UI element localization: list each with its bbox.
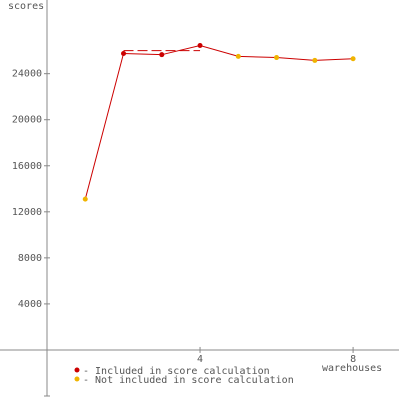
data-point <box>350 56 356 62</box>
legend-marker <box>74 367 80 373</box>
legend-marker <box>74 376 80 382</box>
y-tick-label: 16000 <box>12 161 42 172</box>
x-axis-label: warehouses <box>322 363 382 374</box>
y-tick-label: 8000 <box>18 253 42 264</box>
y-tick-label: 20000 <box>12 115 42 126</box>
score-line-path <box>84 44 354 200</box>
y-tick-label: 4000 <box>18 299 42 310</box>
x-tick-label: 8 <box>350 354 356 365</box>
legend-label: - Not included in score calculation <box>83 375 294 386</box>
data-point <box>197 42 203 48</box>
y-axis-label: scores <box>8 1 44 12</box>
data-point <box>121 51 127 57</box>
data-point <box>82 196 88 202</box>
data-point <box>312 57 318 63</box>
legend-label: - Included in score calculation <box>83 366 270 377</box>
y-tick-label: 24000 <box>12 69 42 80</box>
data-point <box>274 55 280 61</box>
x-tick-label: 4 <box>197 354 203 365</box>
data-point <box>235 53 241 59</box>
data-point <box>159 52 165 58</box>
y-tick-label: 12000 <box>12 207 42 218</box>
